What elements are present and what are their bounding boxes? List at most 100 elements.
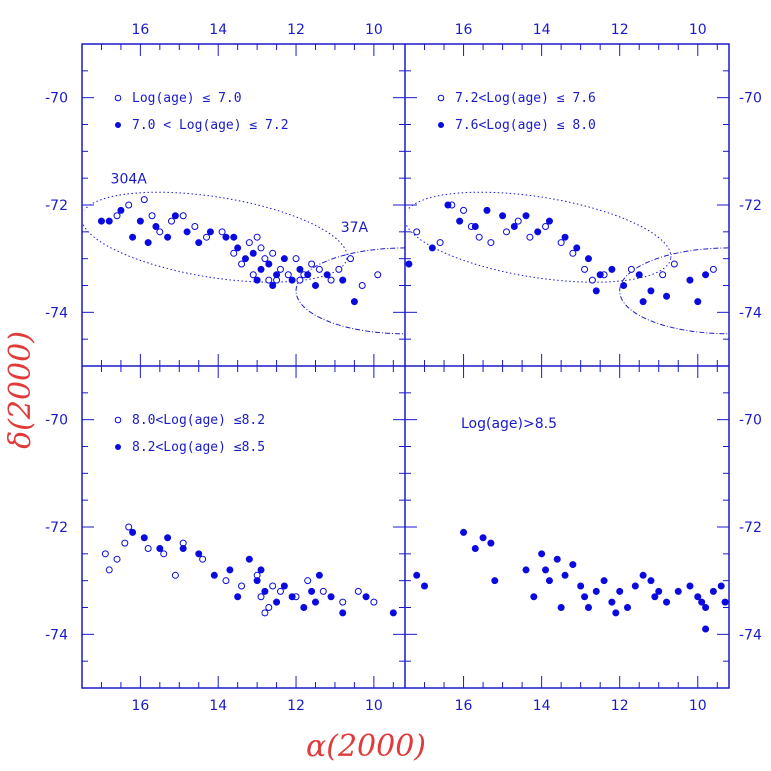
x-tick-label-top: 12 <box>611 22 629 38</box>
point-filled <box>499 212 507 220</box>
point-filled <box>97 217 105 225</box>
point-filled <box>663 292 671 300</box>
point-filled <box>584 603 592 611</box>
point-filled <box>655 587 663 595</box>
point-filled <box>140 534 148 542</box>
point-filled <box>444 201 452 209</box>
point-open <box>292 255 300 263</box>
point-open <box>276 265 284 273</box>
point-filled <box>698 598 706 606</box>
x-tick-label-bottom: 12 <box>287 698 305 714</box>
point-open <box>296 276 304 284</box>
point-open <box>475 233 483 241</box>
point-filled <box>195 239 203 247</box>
point-filled <box>164 233 172 241</box>
y-tick-label-left: -72 <box>45 520 68 536</box>
point-open <box>315 265 323 273</box>
point-filled <box>234 244 242 252</box>
y-tick-label-left: -70 <box>45 91 68 107</box>
point-filled <box>545 217 553 225</box>
point-filled <box>257 265 265 273</box>
point-filled <box>635 271 643 279</box>
y-tick-label-left: -74 <box>45 305 68 321</box>
point-open <box>436 239 444 247</box>
point-filled <box>327 593 335 601</box>
point-filled <box>639 298 647 306</box>
point-filled <box>280 255 288 263</box>
legend-marker-filled <box>115 444 121 450</box>
y-axis-title: δ(2000) <box>3 331 38 449</box>
legend-label: Log(age) ≤ 7.0 <box>132 91 242 106</box>
bar-ellipse <box>81 191 348 283</box>
point-open <box>148 212 156 220</box>
point-filled <box>702 625 710 633</box>
point-filled <box>210 571 218 579</box>
point-filled <box>311 281 319 289</box>
x-tick-label-top: 12 <box>287 22 305 38</box>
point-open <box>261 255 269 263</box>
point-filled <box>136 217 144 225</box>
point-filled <box>273 598 281 606</box>
point-filled <box>620 281 628 289</box>
point-filled <box>311 598 319 606</box>
point-filled <box>304 271 312 279</box>
point-filled <box>405 260 413 268</box>
point-open <box>160 550 168 558</box>
point-open <box>581 265 589 273</box>
point-open <box>460 206 468 214</box>
point-filled <box>421 582 429 590</box>
point-open <box>203 233 211 241</box>
legend-label: 8.0<Log(age) ≤8.2 <box>132 413 265 428</box>
point-filled <box>350 298 358 306</box>
scatter-points <box>97 196 729 633</box>
point-filled <box>129 233 137 241</box>
point-filled <box>647 287 655 295</box>
point-filled <box>522 212 530 220</box>
point-open <box>238 582 246 590</box>
point-open <box>125 523 133 531</box>
point-filled <box>647 577 655 585</box>
point-filled <box>389 609 397 617</box>
point-filled <box>269 281 277 289</box>
point-filled <box>280 582 288 590</box>
legend-label: 7.2<Log(age) ≤ 7.6 <box>455 91 596 106</box>
point-open <box>121 539 129 547</box>
point-filled <box>245 555 253 563</box>
point-filled <box>569 561 577 569</box>
point-filled <box>471 544 479 552</box>
point-filled <box>530 593 538 601</box>
annotation-label: 37A <box>341 220 369 236</box>
point-open <box>339 598 347 606</box>
point-filled <box>129 528 137 536</box>
cloud-ellipse <box>619 247 729 335</box>
point-filled <box>510 222 518 230</box>
x-tick-label-top: 16 <box>131 22 149 38</box>
point-filled <box>195 550 203 558</box>
legend-label: 7.6<Log(age) ≤ 8.0 <box>455 118 596 133</box>
point-filled <box>315 571 323 579</box>
point-filled <box>596 271 604 279</box>
point-filled <box>249 249 257 257</box>
legend-marker-filled <box>115 122 121 128</box>
point-filled <box>686 276 694 284</box>
point-filled <box>300 603 308 611</box>
point-open <box>230 249 238 257</box>
point-filled <box>709 587 717 595</box>
point-filled <box>323 271 331 279</box>
point-filled <box>339 276 347 284</box>
point-filled <box>179 544 187 552</box>
point-filled <box>261 587 269 595</box>
tick-labels: 16 14 12 10 16 14 12 10 16 14 12 10 16 14 12 10 -70 -72 -7… <box>45 22 762 714</box>
point-filled <box>144 239 152 247</box>
y-tick-label-left: -70 <box>45 413 68 429</box>
point-open <box>269 249 277 257</box>
point-filled <box>487 539 495 547</box>
point-filled <box>164 534 172 542</box>
y-tick-label-right: -74 <box>739 627 762 643</box>
point-filled <box>491 577 499 585</box>
point-filled <box>553 555 561 563</box>
point-open <box>569 249 577 257</box>
point-filled <box>273 271 281 279</box>
x-tick-label-bottom: 12 <box>611 698 629 714</box>
point-filled <box>471 222 479 230</box>
